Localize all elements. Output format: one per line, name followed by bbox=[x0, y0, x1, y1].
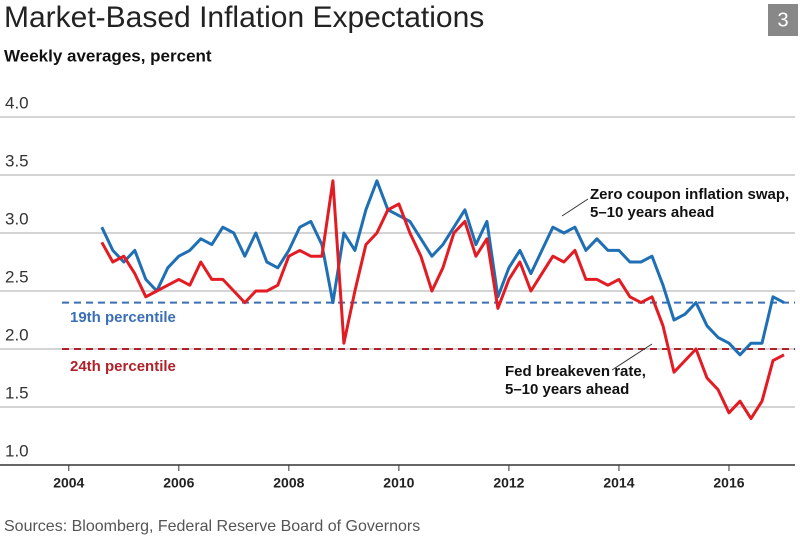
x-tick-label: 2010 bbox=[383, 475, 414, 491]
y-tick-label: 3.5 bbox=[5, 151, 29, 170]
source-note: Sources: Bloomberg, Federal Reserve Boar… bbox=[4, 518, 420, 535]
leader-line bbox=[561, 198, 589, 217]
series-line bbox=[100, 179, 785, 357]
leader-line bbox=[611, 343, 653, 371]
y-tick-label: 2.0 bbox=[5, 325, 29, 344]
figure-badge bbox=[768, 4, 798, 36]
annotation: 5–10 years ahead bbox=[590, 204, 714, 221]
chart-title: Market-Based Inflation Expectations bbox=[4, 1, 484, 34]
annotation: Fed breakeven rate, bbox=[505, 363, 646, 380]
annotation: Zero coupon inflation swap, bbox=[590, 186, 789, 203]
reference-label: 19th percentile bbox=[70, 309, 176, 326]
y-tick-label: 2.5 bbox=[5, 267, 29, 286]
chart-subtitle: Weekly averages, percent bbox=[4, 46, 212, 65]
y-tick-label: 1.0 bbox=[5, 441, 29, 460]
y-tick-label: 1.5 bbox=[5, 383, 29, 402]
x-tick-label: 2006 bbox=[163, 475, 194, 491]
reference-label: 24th percentile bbox=[70, 358, 176, 375]
x-tick-label: 2012 bbox=[493, 475, 524, 491]
x-tick-label: 2008 bbox=[273, 475, 304, 491]
x-tick-label: 2016 bbox=[713, 475, 744, 491]
y-tick-label: 3.0 bbox=[5, 209, 29, 228]
series-line bbox=[100, 179, 785, 421]
figure-number: 3 bbox=[777, 9, 788, 31]
y-tick-label: 4.0 bbox=[5, 93, 29, 112]
x-tick-label: 2004 bbox=[53, 475, 84, 491]
annotation: 5–10 years ahead bbox=[505, 381, 629, 398]
x-tick-label: 2014 bbox=[603, 475, 634, 491]
